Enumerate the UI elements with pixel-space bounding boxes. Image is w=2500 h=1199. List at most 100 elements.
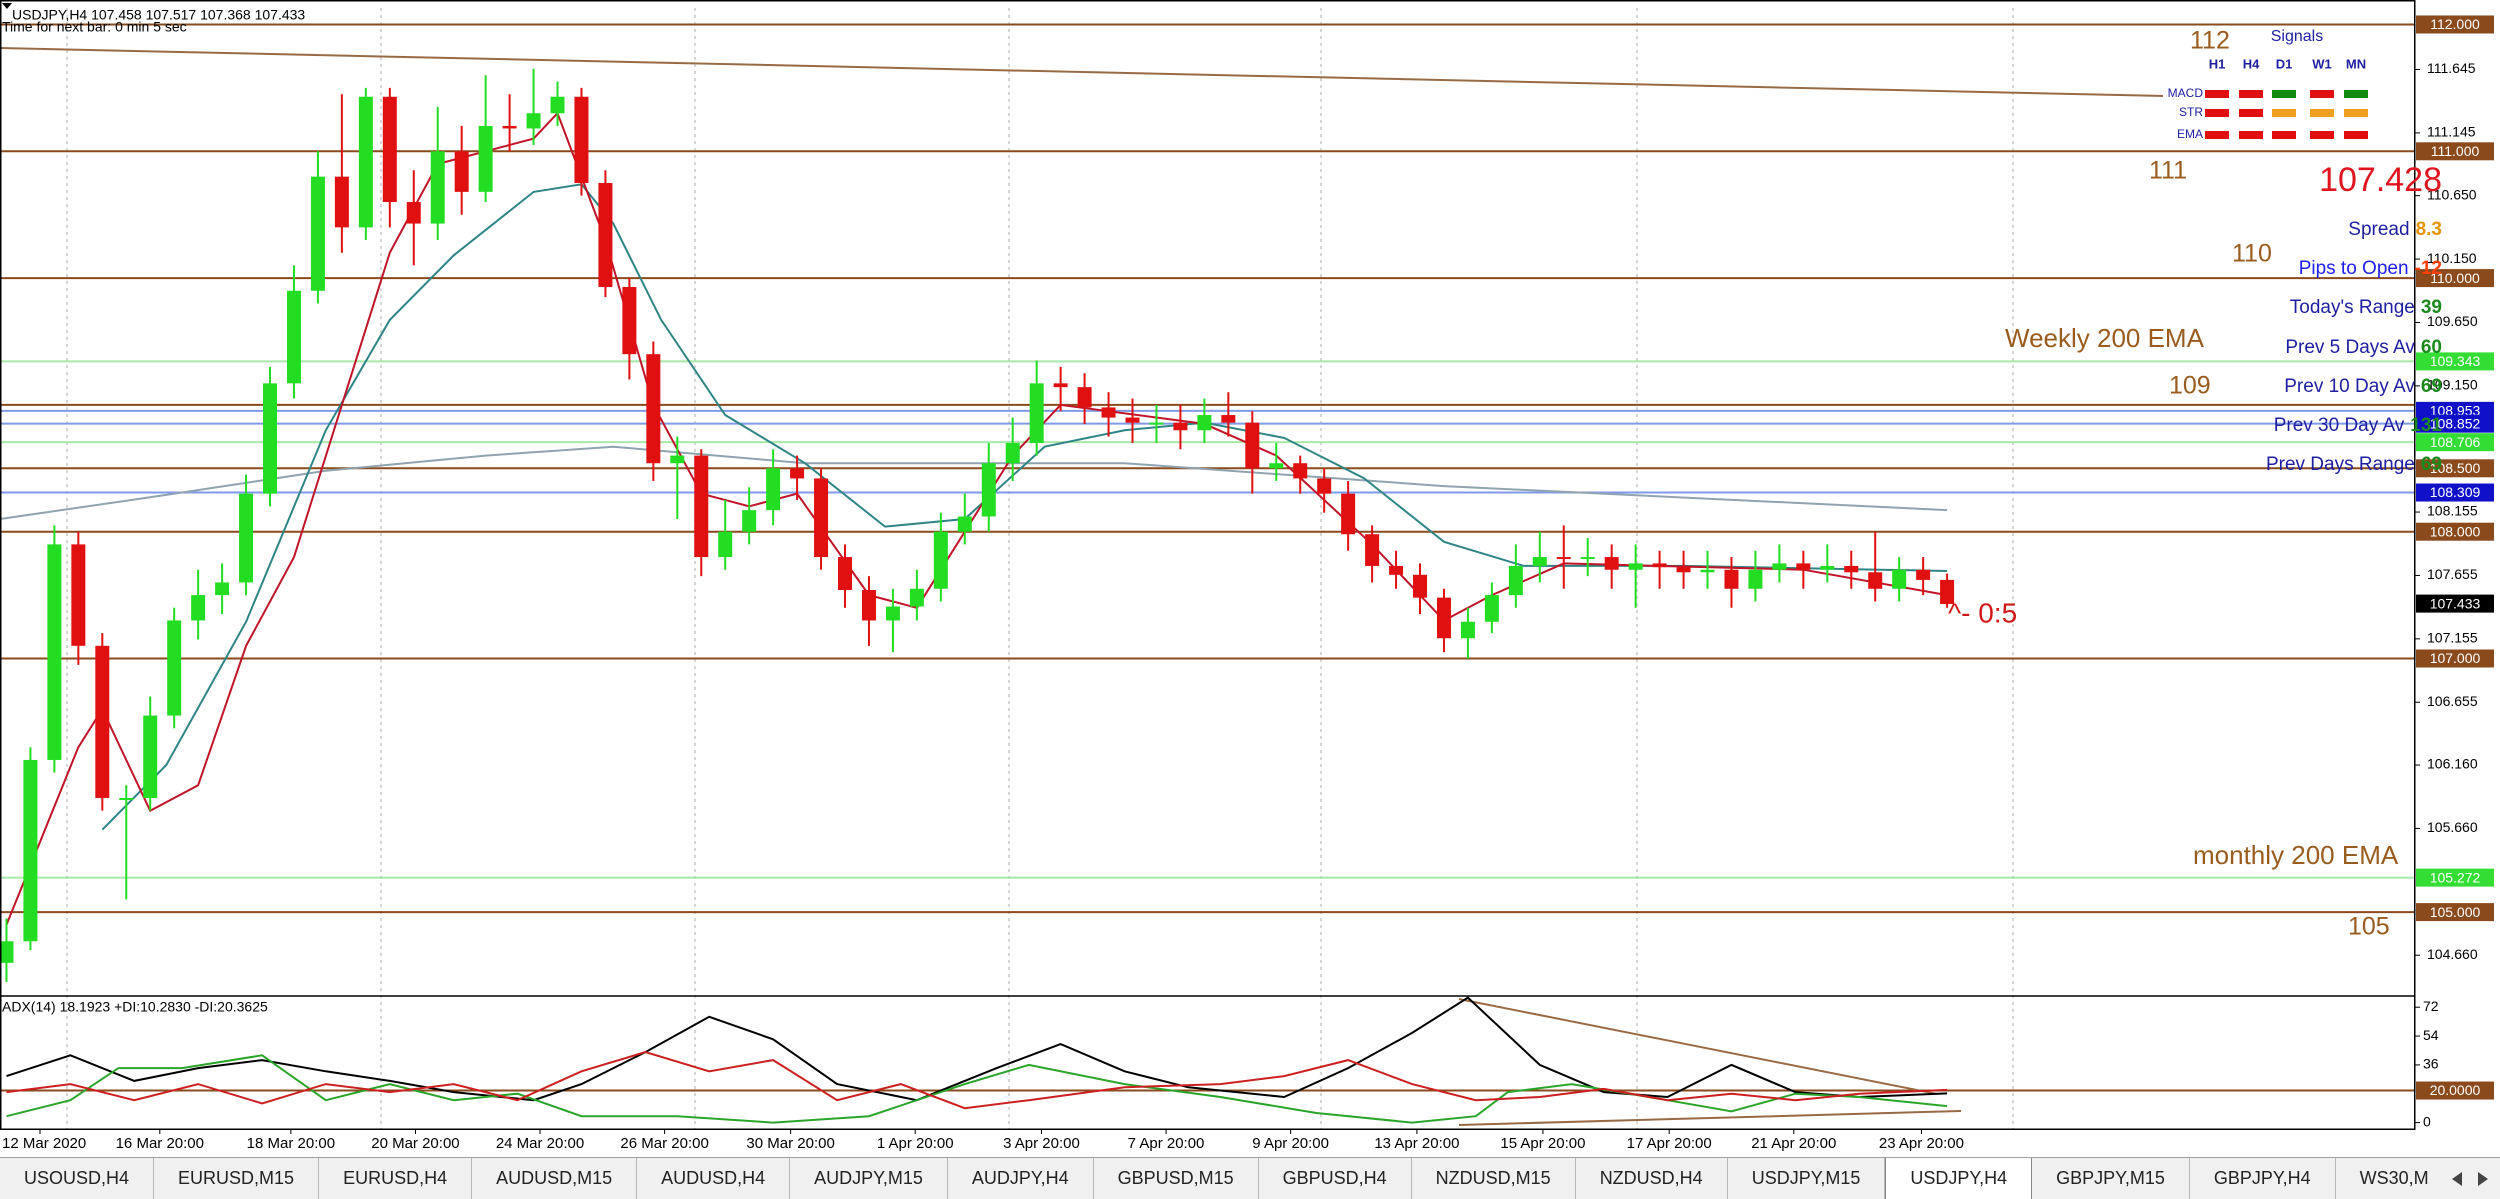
level-box — [2416, 868, 2494, 887]
annotation: ^- 0:5 — [1948, 597, 2017, 628]
candle-body — [814, 478, 829, 558]
candle-body — [1005, 442, 1020, 464]
tab[interactable]: USDJPY,M15 — [1728, 1158, 1886, 1199]
signal-cell — [2205, 131, 2229, 139]
level-box — [2416, 903, 2494, 922]
tab[interactable]: AUDJPY,M15 — [790, 1158, 948, 1199]
info-value: 69 — [2421, 376, 2442, 397]
y-tick-label: 106.655 — [2427, 693, 2478, 709]
signal-cell — [2239, 90, 2263, 98]
signal-cell — [2310, 109, 2334, 117]
candle-body — [957, 516, 972, 532]
adx-level-label: 20.0000 — [2430, 1082, 2481, 1098]
signals-column: W1 — [2312, 56, 2332, 71]
candle-body — [334, 176, 349, 228]
tab[interactable]: NZDUSD,H4 — [1576, 1158, 1728, 1199]
signal-cell — [2239, 131, 2263, 139]
candle-body — [885, 606, 900, 621]
candle-body — [1700, 569, 1715, 573]
signals-row-label: STR — [2179, 105, 2203, 119]
candle-body — [574, 96, 589, 183]
adx-line — [6, 996, 1948, 1102]
tab[interactable]: USOUSD,H4 — [0, 1158, 155, 1199]
candle-body — [1868, 572, 1883, 589]
candle-body — [1820, 565, 1835, 570]
signals-title: Signals — [2271, 28, 2323, 45]
candle-body — [861, 590, 876, 621]
signal-cell — [2344, 131, 2368, 139]
candle-body — [1748, 569, 1763, 589]
info-value: -12 — [2415, 258, 2442, 279]
x-tick-label: 30 Mar 20:00 — [746, 1135, 834, 1152]
signal-cell — [2344, 109, 2368, 117]
level-box — [2416, 433, 2494, 452]
level-box — [2416, 414, 2494, 433]
tab[interactable]: GBPUSD,M15 — [1094, 1158, 1259, 1199]
scroll-left[interactable] — [2452, 1172, 2462, 1186]
chart-title: USDJPY,H4 107.458 107.517 107.368 107.43… — [12, 7, 305, 23]
candle-body — [718, 531, 733, 558]
x-tick-label: 16 Mar 20:00 — [116, 1135, 204, 1152]
candle-body — [286, 290, 301, 384]
candle-body — [1940, 579, 1955, 604]
signals-column: H1 — [2209, 56, 2226, 71]
candle-body — [598, 182, 613, 287]
candle-body — [358, 96, 373, 228]
candle-body — [1460, 621, 1475, 639]
tab[interactable]: GBPJPY,M15 — [2032, 1158, 2190, 1199]
adx-level-box — [2416, 1081, 2494, 1100]
level-label: 108.500 — [2430, 460, 2481, 476]
candle-body — [1628, 563, 1643, 570]
candle-body — [1341, 493, 1356, 535]
moving-average — [101, 183, 1948, 831]
candle-body — [981, 463, 996, 517]
tab[interactable]: EURUSD,H4 — [319, 1158, 473, 1199]
scroll-right[interactable] — [2478, 1172, 2488, 1186]
tab[interactable]: NZDUSD,M15 — [1412, 1158, 1576, 1199]
candle-body — [1245, 422, 1260, 469]
tab-list: USOUSD,H4 EURUSD,M15 EURUSD,H4 AUDUSD,M15 AU… — [0, 1158, 2430, 1199]
candle-body — [215, 582, 230, 596]
tab[interactable]: AUDJPY,H4 — [948, 1158, 1094, 1199]
signal-cell — [2205, 109, 2229, 117]
candle-body — [1149, 422, 1164, 425]
x-tick-label: 12 Mar 2020 — [2, 1135, 86, 1152]
annotation: monthly 200 EMA — [2193, 840, 2399, 870]
candle-body — [694, 455, 709, 558]
candle-body — [622, 286, 637, 355]
info-value: 60 — [2421, 337, 2442, 358]
y-tick-label: 108.155 — [2427, 503, 2478, 519]
menu-icon — [2, 3, 12, 9]
candle-body — [1389, 565, 1404, 575]
x-tick-label: 20 Mar 20:00 — [371, 1135, 459, 1152]
signal-cell — [2310, 131, 2334, 139]
y-tick-label: 111.145 — [2427, 124, 2476, 140]
tab[interactable]: AUDUSD,H4 — [637, 1158, 791, 1199]
candle-body — [23, 759, 38, 942]
tab[interactable]: GBPUSD,H4 — [1259, 1158, 1412, 1199]
x-tick-label: 23 Apr 20:00 — [1879, 1135, 1964, 1152]
tab-scroll[interactable] — [2440, 1158, 2500, 1199]
signals-row-label: EMA — [2177, 127, 2203, 141]
candle-body — [310, 176, 325, 291]
signal-cell — [2272, 90, 2296, 98]
x-tick-label: 13 Apr 20:00 — [1374, 1135, 1459, 1152]
candle-body — [742, 510, 757, 532]
info-label: Pips to Open — [2299, 258, 2409, 279]
candle-body — [550, 96, 565, 114]
level-box — [2416, 649, 2494, 668]
tab[interactable]: AUDUSD,M15 — [472, 1158, 638, 1199]
candle-body — [1077, 387, 1092, 408]
tab[interactable]: WS30,M15 — [2336, 1158, 2430, 1199]
candle-body — [1724, 569, 1739, 589]
candle-body — [239, 493, 254, 583]
candle-body — [1269, 463, 1284, 469]
info-label: Prev 10 Day Av — [2284, 376, 2415, 397]
candle-body — [1221, 415, 1236, 423]
x-tick-label: 21 Apr 20:00 — [1751, 1135, 1836, 1152]
tab[interactable]: GBPJPY,H4 — [2190, 1158, 2336, 1199]
candle-body — [0, 941, 14, 963]
tab[interactable]: EURUSD,M15 — [154, 1158, 320, 1199]
level-label: 108.852 — [2430, 415, 2481, 431]
tab[interactable]: USDJPY,H4 — [1885, 1158, 2033, 1199]
